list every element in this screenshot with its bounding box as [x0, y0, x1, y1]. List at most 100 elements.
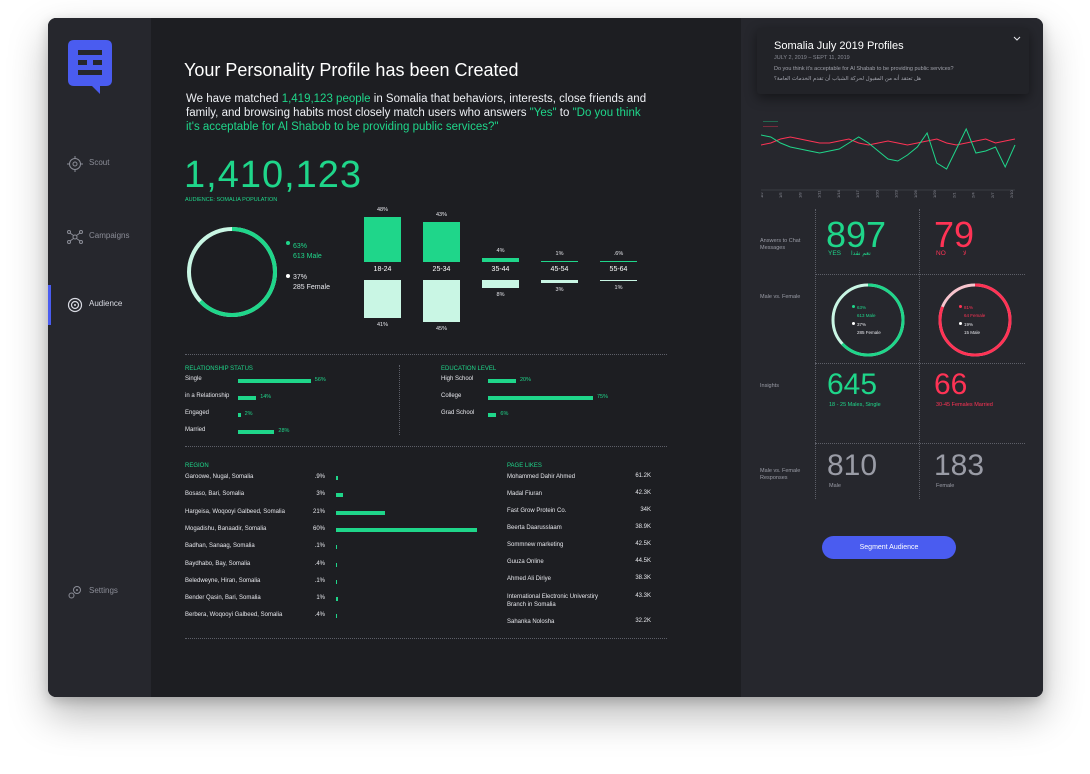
mvf-red-count-b: 15 Male — [964, 330, 981, 335]
page-like-label: Madal Fiuran — [507, 491, 543, 497]
relationship-row-label: Engaged — [185, 410, 210, 416]
relationship-bar — [238, 379, 311, 383]
donut-arc — [938, 283, 1012, 357]
age-label: 45-54 — [550, 266, 569, 273]
app-window: Scout Campaigns Audience — [48, 18, 1043, 697]
intro-count: 1,419,123 people — [281, 93, 371, 105]
divider — [399, 365, 400, 435]
page-like-value: 42.5K — [635, 541, 651, 547]
mvf-green-donut — [831, 283, 905, 357]
region-bar — [336, 614, 337, 619]
relationship-pct: 56% — [314, 377, 326, 383]
age-label: 25-34 — [432, 266, 451, 273]
trend-tick-label: 1/2 — [761, 192, 764, 198]
relationship-pct: 28% — [278, 428, 290, 434]
relationship-bar — [238, 430, 275, 434]
relationship-title: RELATIONSHIP STATUS — [185, 366, 253, 372]
education-row-label: Grad School — [441, 410, 475, 416]
profile-question: Do you think it's acceptable for Al Shab… — [774, 66, 954, 72]
page-likes-title: PAGE LIKES — [507, 463, 542, 469]
mvf-green-count-a: 613 Male — [857, 313, 876, 318]
sidebar-item-scout[interactable]: Scout — [48, 144, 151, 184]
mvf-label: Male vs. Female — [760, 294, 801, 300]
trend-tick-label: 1/26 — [913, 189, 918, 198]
trend-tick-label: 1/8 — [797, 192, 802, 198]
region-bar — [336, 476, 339, 480]
gender-donut — [187, 227, 277, 317]
trend-tick-label: 2/10 — [1009, 189, 1014, 198]
sidebar-item-audience[interactable]: Audience — [48, 285, 151, 325]
age-label: 35-44 — [491, 266, 510, 273]
responses-label: Male vs. Female Responses — [760, 468, 801, 481]
intro-text: We have matched 1,419,123 people in Soma… — [186, 92, 656, 134]
trend-tick-label: 2/7 — [990, 192, 995, 198]
trend-tick-label: 1/17 — [855, 189, 860, 198]
male-legend-dot — [286, 241, 290, 245]
region-row-label: Baydhabo, Bay, Somalia — [185, 560, 251, 567]
education-bar — [488, 413, 497, 417]
sidebar-item-settings[interactable]: Settings — [48, 572, 151, 612]
divider — [815, 274, 1025, 275]
relationship-pct: 2% — [244, 411, 253, 417]
education-pct: 20% — [520, 377, 532, 383]
trend-tick-label: 2/4 — [971, 192, 976, 198]
trend-line-red — [761, 136, 1016, 146]
sidebar-item-campaigns[interactable]: Campaigns — [48, 217, 151, 257]
trend-tick-label: 1/14 — [836, 189, 841, 198]
region-row-label: Bosaso, Bari, Somalia — [185, 491, 245, 498]
relationship-row-label: Married — [185, 427, 206, 433]
page-like-value: 38.3K — [635, 575, 651, 581]
sidebar: Scout Campaigns Audience — [48, 18, 151, 697]
sidebar-item-label: Audience — [89, 299, 123, 308]
sidebar-item-label: Settings — [89, 586, 118, 595]
insights-label: Insights — [760, 383, 779, 389]
region-bar — [336, 579, 337, 584]
age-female-pct: 41% — [376, 322, 388, 329]
yes-value: 897 — [826, 214, 887, 255]
page-like-value: 42.3K — [635, 490, 651, 496]
trend-chart: 1/2 1/5 1/8 1/11 1/14 1/17 1/20 1/23 1/26 1/29 2/1… — [761, 127, 1016, 198]
education-pct: 75% — [597, 394, 609, 400]
age-female-bar — [364, 280, 401, 319]
profile-card[interactable]: Somalia July 2019 Profiles JULY 2, 2019 … — [757, 28, 1029, 94]
mvf-green-pct-b: 37% — [857, 322, 867, 327]
female-pct: 37% — [293, 274, 308, 281]
page-like-label: International Electronic Universtiry Bra… — [507, 594, 599, 608]
insights-green-value: 645 — [827, 368, 878, 401]
male-pct: 63% — [293, 243, 308, 250]
page-title: Your Personality Profile has been Create… — [184, 60, 519, 80]
yes-arabic: نعم نقدا — [851, 251, 871, 257]
page-like-value: 38.9K — [635, 524, 651, 530]
age-female-pct: 45% — [435, 326, 447, 333]
age-label: 55-64 — [609, 266, 628, 273]
region-pct: 21% — [312, 508, 325, 515]
education-pct: 6% — [500, 411, 509, 417]
region-row-label: Mogadishu, Banaadir, Somalia — [185, 525, 267, 532]
age-male-bar — [541, 261, 578, 262]
age-label: 18-24 — [373, 266, 392, 273]
divider — [185, 446, 667, 447]
page-like-label: Sahanka Nolosha — [507, 619, 555, 625]
education-row-label: High School — [441, 376, 474, 382]
audience-icon — [67, 297, 83, 313]
age-male-pct: .6% — [613, 251, 624, 257]
region-pct: 60% — [312, 525, 325, 532]
education-row-label: College — [441, 393, 462, 399]
divider — [919, 209, 920, 499]
responses-male-label: Male — [829, 483, 841, 489]
region-pct: .4% — [314, 560, 325, 567]
donut-arc — [831, 283, 905, 357]
mvf-red-donut — [938, 283, 1012, 357]
trend-tick-label: 1/11 — [817, 190, 822, 198]
age-male-pct: 43% — [435, 211, 447, 218]
chevron-down-icon[interactable] — [1013, 36, 1021, 42]
profile-title: Somalia July 2019 Profiles — [774, 40, 904, 52]
logo-icon[interactable] — [66, 38, 114, 99]
profile-dates: JULY 2, 2019 – SEPT 11, 2019 — [774, 55, 850, 61]
answers-label: Answers to Chat Messages — [760, 238, 801, 251]
intro-part: in Somalia that behaviors, interests, cl… — [186, 93, 647, 119]
female-count: 285 Female — [293, 284, 330, 291]
age-male-bar — [600, 261, 637, 262]
legend-dot — [852, 305, 855, 308]
segment-audience-button[interactable]: Segment Audience — [822, 536, 956, 559]
